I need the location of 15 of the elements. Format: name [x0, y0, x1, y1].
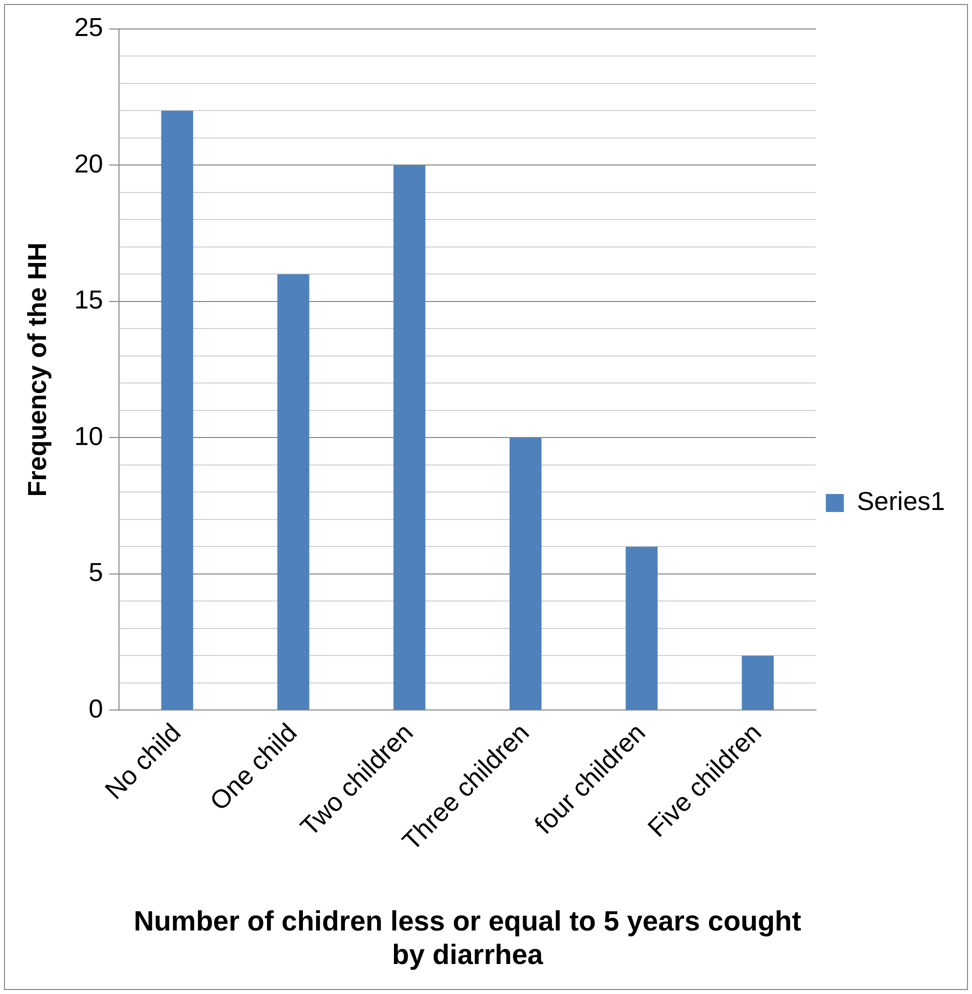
- y-tick-label: 5: [88, 557, 104, 588]
- bar: [626, 546, 658, 710]
- bar: [510, 438, 542, 710]
- y-tick-label: 10: [74, 420, 104, 451]
- bar: [742, 656, 774, 710]
- bar: [161, 110, 194, 710]
- x-axis-title: Number of chidren less or equal to 5 years cought by diarrhea: [134, 905, 802, 970]
- y-tick-label: 20: [74, 148, 104, 178]
- y-axis-title: Frequency of the HH: [22, 242, 52, 497]
- bar: [393, 165, 426, 710]
- bar: [277, 274, 310, 710]
- legend-label: Series1: [856, 486, 945, 516]
- y-tick-label: 15: [74, 284, 104, 315]
- y-tick-label: 0: [88, 693, 104, 724]
- y-tick-label: 25: [74, 12, 104, 42]
